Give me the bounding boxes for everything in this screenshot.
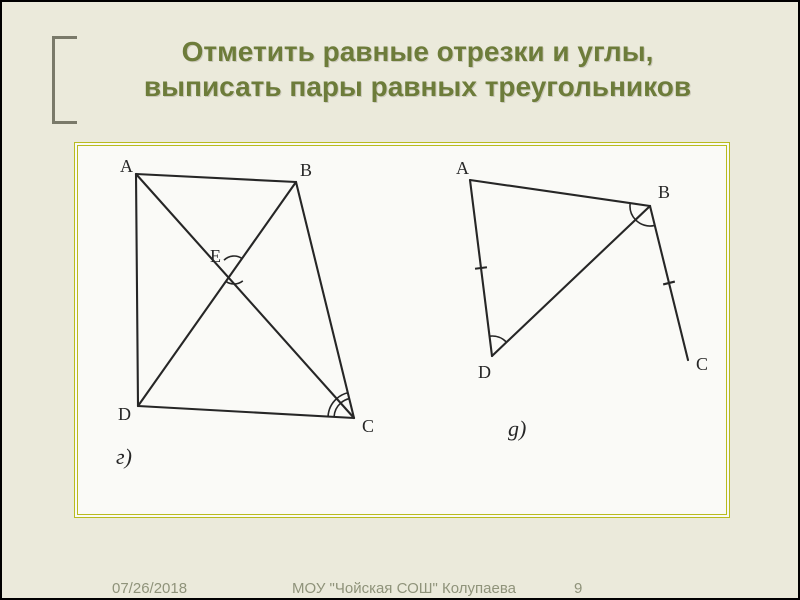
svg-text:г): г) bbox=[116, 444, 132, 469]
title-line-2: выписать пары равных треугольников bbox=[144, 71, 691, 102]
svg-text:B: B bbox=[658, 182, 670, 202]
footer-date: 07/26/2018 bbox=[112, 580, 187, 597]
svg-text:D: D bbox=[478, 362, 491, 382]
svg-text:g): g) bbox=[508, 416, 526, 441]
svg-text:A: A bbox=[120, 156, 133, 176]
footer-page-number: 9 bbox=[574, 580, 582, 597]
svg-text:C: C bbox=[362, 416, 374, 436]
slide: Отметить равные отрезки и углы, выписать… bbox=[0, 0, 800, 600]
title-line-1: Отметить равные отрезки и углы, bbox=[182, 36, 654, 67]
svg-text:E: E bbox=[210, 246, 221, 266]
svg-text:A: A bbox=[456, 158, 469, 178]
title-bracket-icon bbox=[52, 36, 77, 124]
footer-school: МОУ "Чойская СОШ" Колупаева Галина bbox=[292, 580, 532, 600]
svg-text:C: C bbox=[696, 354, 708, 374]
geometry-diagram: A B C D Eг) A B C Dg) bbox=[78, 146, 726, 514]
svg-text:B: B bbox=[300, 160, 312, 180]
title-block: Отметить равные отрезки и углы, выписать… bbox=[52, 34, 758, 124]
slide-title: Отметить равные отрезки и углы, выписать… bbox=[77, 34, 758, 104]
figure-frame: A B C D Eг) A B C Dg) bbox=[74, 142, 730, 518]
svg-text:D: D bbox=[118, 404, 131, 424]
